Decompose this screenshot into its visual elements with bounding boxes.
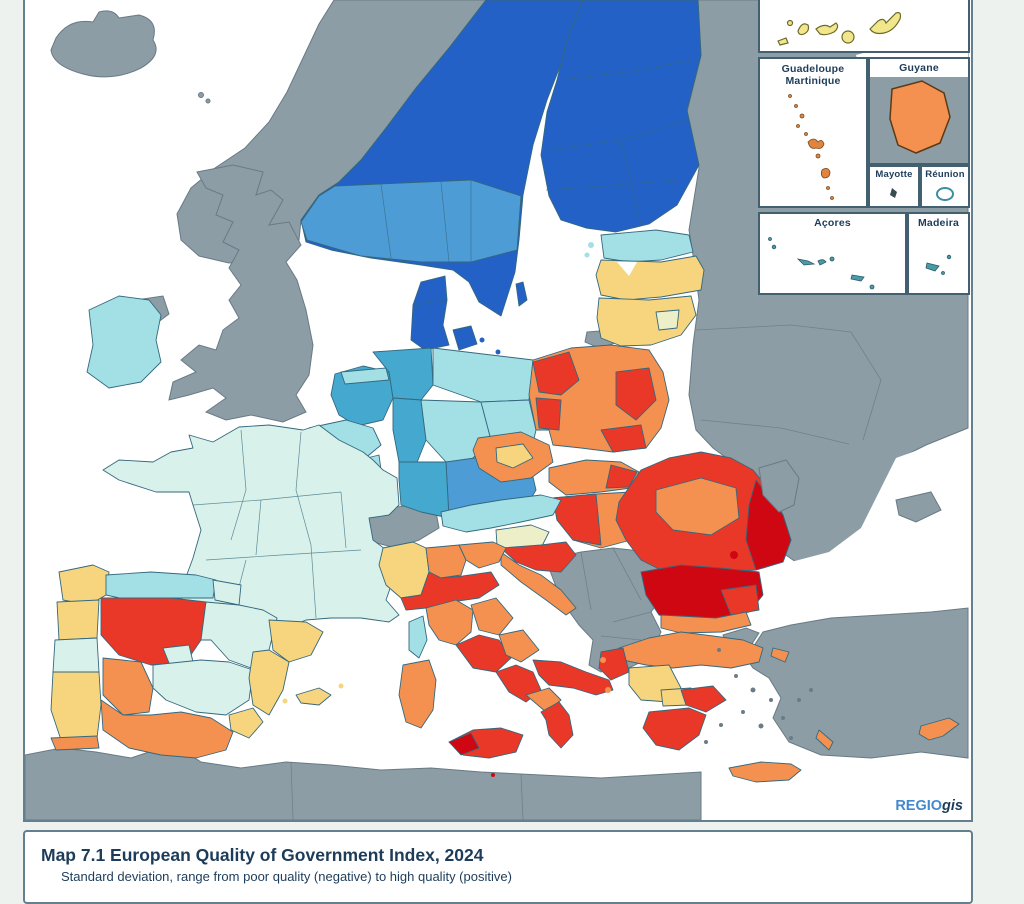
regio-brand: REGIO xyxy=(895,798,943,814)
inset-guyane: Guyane xyxy=(868,57,970,165)
inset-guadeloupe-label: Guadeloupe Martinique xyxy=(781,63,845,87)
inset-madeira-label: Madeira xyxy=(917,217,960,229)
inset-acores-label: Açores xyxy=(814,217,851,229)
canarias-islands xyxy=(777,12,902,46)
caption-panel: Map 7.1 European Quality of Government I… xyxy=(23,830,973,904)
mayotte-island xyxy=(890,188,897,198)
guadeloupe-islands xyxy=(788,94,834,200)
guyane-map xyxy=(870,77,968,163)
acores-islands xyxy=(768,237,875,290)
inset-guyane-label: Guyane xyxy=(899,62,939,74)
inset-mayotte: Mayotte xyxy=(868,165,920,208)
reunion-island xyxy=(936,187,954,201)
eu-regions xyxy=(50,0,960,783)
inset-reunion: Réunion xyxy=(920,165,970,208)
madeira-islands xyxy=(925,254,952,275)
regiogis-credit: REGIOgis xyxy=(895,798,963,814)
inset-madeira: Madeira xyxy=(907,212,970,295)
inset-canarias: Canarias xyxy=(758,0,970,53)
inset-canarias-label: Canarias xyxy=(760,0,968,1)
aegean-islands xyxy=(704,648,813,744)
inset-mayotte-label: Mayotte xyxy=(875,169,913,180)
inset-reunion-label: Réunion xyxy=(925,169,965,180)
inset-acores: Açores xyxy=(758,212,907,295)
map-subtitle: Standard deviation, range from poor qual… xyxy=(61,869,512,884)
gis-brand: gis xyxy=(942,798,963,814)
map-title: Map 7.1 European Quality of Government I… xyxy=(41,845,484,865)
inset-guadeloupe-martinique: Guadeloupe Martinique xyxy=(758,57,868,208)
